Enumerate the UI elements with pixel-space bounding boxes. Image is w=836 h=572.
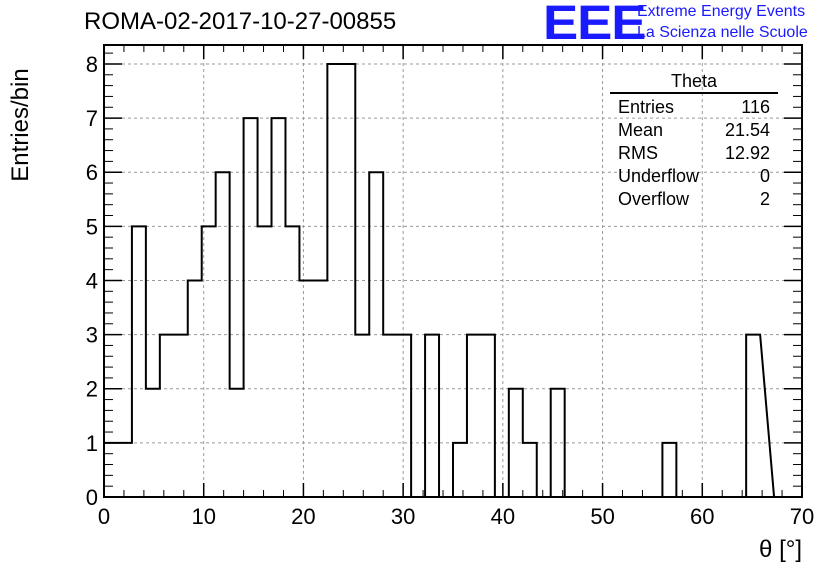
plot-frame [103,44,803,498]
y-tick-label: 6 [86,160,98,185]
stats-row-entries: Entries 116 [610,96,778,119]
x-tick-label: 60 [690,504,714,529]
stats-value: 12.92 [724,143,770,163]
stats-value: 0 [759,166,770,186]
x-tick-label: 30 [391,504,415,529]
stats-label: Entries [618,97,675,117]
x-tick-labels: 0 10 20 30 40 50 60 70 [98,504,814,529]
stats-label: RMS [618,143,658,163]
y-tick-label: 2 [86,377,98,402]
x-axis-label: θ [°] [759,536,802,563]
y-tick-label: 1 [86,431,98,456]
y-tick-label: 5 [86,214,98,239]
x-tick-label: 70 [790,504,814,529]
stats-value: 21.54 [724,120,770,140]
eee-logo-mark: EEE [543,0,646,50]
x-tick-label: 0 [98,504,110,529]
logo-line-2: La Scienza nelle Scuole [637,24,808,41]
x-tick-label: 20 [291,504,315,529]
x-tick-label: 10 [191,504,215,529]
chart-title: ROMA-02-2017-10-27-00855 [84,8,397,35]
y-tick-label: 7 [86,106,98,131]
stats-label: Mean [618,120,664,140]
grid-lines [104,45,802,497]
stats-row-underflow: Underflow 0 [610,165,778,188]
stats-title: Theta [610,70,778,94]
y-tick-label: 8 [86,52,98,77]
y-tick-label: 3 [86,323,98,348]
y-axis-label: Entries/bin [7,68,34,182]
logo-line-1: Extreme Energy Events [637,3,806,20]
x-tick-label: 50 [590,504,614,529]
stats-value: 2 [759,189,770,209]
stats-row-rms: RMS 12.92 [610,142,778,165]
stats-label: Underflow [618,166,700,186]
stats-row-overflow: Overflow 2 [610,188,778,211]
stats-box: Theta Entries 116 Mean 21.54 RMS 12.92 U… [610,70,778,211]
stats-row-mean: Mean 21.54 [610,119,778,142]
y-tick-label: 0 [86,485,98,510]
stats-value: 116 [741,97,770,117]
y-tick-label: 4 [86,268,98,293]
y-tick-labels: 0 1 2 3 4 5 6 7 8 [86,52,98,510]
stats-label: Overflow [618,189,690,209]
x-tick-label: 40 [491,504,515,529]
